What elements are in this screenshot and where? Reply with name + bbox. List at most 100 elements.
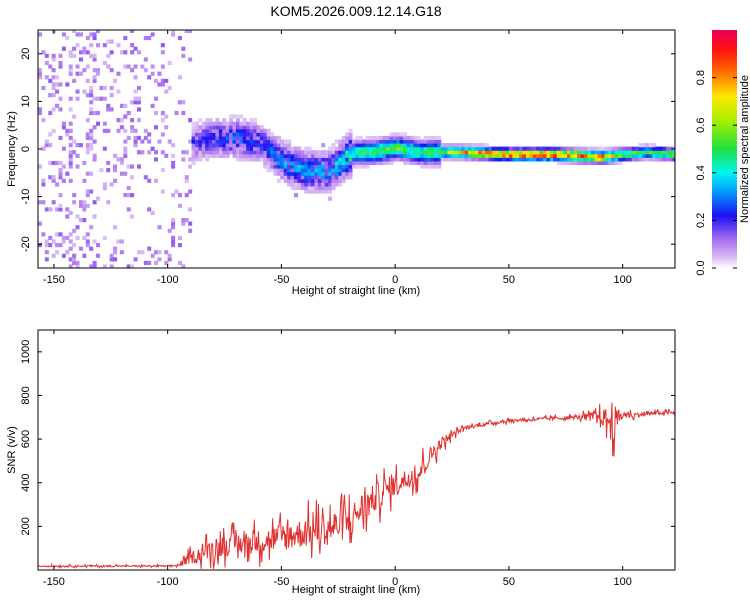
spectrogram-cell — [147, 178, 152, 183]
spectrogram-cell — [307, 171, 312, 176]
spectrogram-cell — [307, 157, 312, 162]
spectrogram-cell — [212, 153, 217, 158]
spectrogram-cell — [184, 218, 189, 223]
spectrogram-cell — [317, 189, 322, 194]
spectrogram-cell — [642, 157, 647, 162]
spectrogram-cell — [167, 60, 172, 66]
spectrogram-cell — [89, 146, 94, 151]
spectrogram-cell — [239, 157, 244, 162]
spectrogram-cell — [597, 157, 602, 162]
spectrogram-cell — [584, 157, 589, 162]
spectrogram-cell — [307, 189, 312, 194]
spectrogram-cell — [341, 146, 346, 151]
spectrogram-cell — [355, 164, 360, 169]
spectrogram-cell — [242, 150, 247, 155]
spectrogram-cell — [348, 157, 353, 162]
spectrogram-cell — [304, 150, 309, 155]
spectrogram-cell — [65, 132, 70, 137]
spectrogram-cell — [389, 146, 394, 151]
spectrogram-cell — [334, 175, 339, 180]
spectrogram-cell — [259, 153, 264, 158]
spectrogram-cell — [420, 164, 425, 169]
spectrogram-cell — [72, 228, 77, 233]
spectrogram-cell — [290, 160, 295, 166]
spectrogram-cell — [348, 171, 353, 176]
spectrogram-cell — [403, 150, 408, 155]
spectrogram-cell — [55, 232, 60, 237]
spectrogram-cell — [307, 164, 312, 169]
spectrogram-cell — [266, 128, 271, 133]
spectrogram-cell — [154, 157, 159, 162]
spectrogram-cell — [328, 182, 333, 187]
spectrogram-cell — [669, 153, 674, 158]
snr-xtick-label: 50 — [503, 576, 515, 588]
spectrogram-cell — [235, 125, 240, 130]
spectrogram-cell — [409, 160, 414, 166]
spectrogram-cell — [304, 189, 309, 194]
spectrogram-cell — [256, 139, 261, 144]
spectrogram-cell — [290, 168, 295, 173]
spectrogram-cell — [157, 139, 162, 144]
spectrogram-cell — [160, 78, 165, 83]
spectrogram-cell — [406, 139, 411, 144]
spectrogram-cell — [276, 164, 281, 169]
spectrogram-cell — [273, 164, 278, 169]
spectrogram-cell — [413, 143, 418, 148]
spectrogram-cell — [171, 243, 176, 248]
spectrogram-cell — [259, 128, 264, 133]
spectrogram-cell — [324, 189, 329, 194]
spectrogram-cell — [174, 189, 179, 194]
spectrogram-cell — [556, 160, 561, 166]
spectrogram-cell — [72, 257, 77, 262]
spectrogram-cell — [273, 139, 278, 144]
spectrogram-cell — [307, 168, 312, 173]
spectrogram-cell — [471, 153, 476, 158]
spectrogram-cell — [276, 178, 281, 183]
spectrogram-cell — [201, 125, 206, 130]
spectrogram-cell — [536, 157, 541, 162]
spectrogram-cell — [293, 168, 298, 173]
spectrogram-cell — [205, 118, 210, 123]
spectrogram-cell — [427, 143, 432, 148]
spectrogram-cell — [450, 150, 455, 155]
spectrogram-cell — [249, 153, 254, 158]
spectrogram-cell — [75, 153, 80, 158]
spectrogram-cell — [259, 150, 264, 155]
spectrogram-cell — [427, 146, 432, 151]
spectrogram-cell — [109, 253, 114, 258]
spectrogram-cell — [297, 178, 302, 183]
spectrogram-cell — [365, 157, 370, 162]
spectrogram-cell — [379, 150, 384, 155]
spectrogram-cell — [75, 164, 80, 169]
spectrogram-cell — [392, 143, 397, 148]
spectrogram-cell — [317, 157, 322, 162]
spectrogram-cell — [130, 193, 135, 198]
spectrogram-cell — [123, 150, 128, 155]
spectrogram-cell — [177, 75, 182, 80]
colorbar-label: Normalized spectral amplitude — [739, 75, 750, 223]
snr-xtick-label: -100 — [157, 576, 179, 588]
spectrogram-cell — [113, 164, 118, 169]
spectrogram-cell — [338, 171, 343, 176]
spectrogram-cell — [273, 153, 278, 158]
spectrogram-cell — [205, 146, 210, 151]
spectrogram-cell — [194, 139, 199, 144]
spectrogram-cell — [130, 214, 135, 219]
spectrogram-cell — [106, 128, 111, 133]
spectrogram-xtick-label: 100 — [613, 274, 631, 286]
spectrogram-ytick-label: -10 — [20, 189, 32, 205]
spectrogram-cell — [525, 157, 530, 162]
spectrogram-cell — [242, 143, 247, 148]
spectrogram-cell — [358, 139, 363, 144]
spectrogram-cell — [317, 160, 322, 166]
spectrogram-cell — [488, 153, 493, 158]
spectrogram-cell — [198, 143, 203, 148]
spectrogram-cell — [198, 118, 203, 123]
spectrogram-cell — [215, 125, 220, 130]
spectrogram-cell — [232, 132, 237, 137]
spectrogram-cell — [536, 153, 541, 158]
spectrogram-cell — [478, 146, 483, 151]
spectrogram-cell — [72, 30, 77, 33]
spectrogram-cell — [321, 185, 326, 191]
spectrogram-cell — [328, 164, 333, 169]
